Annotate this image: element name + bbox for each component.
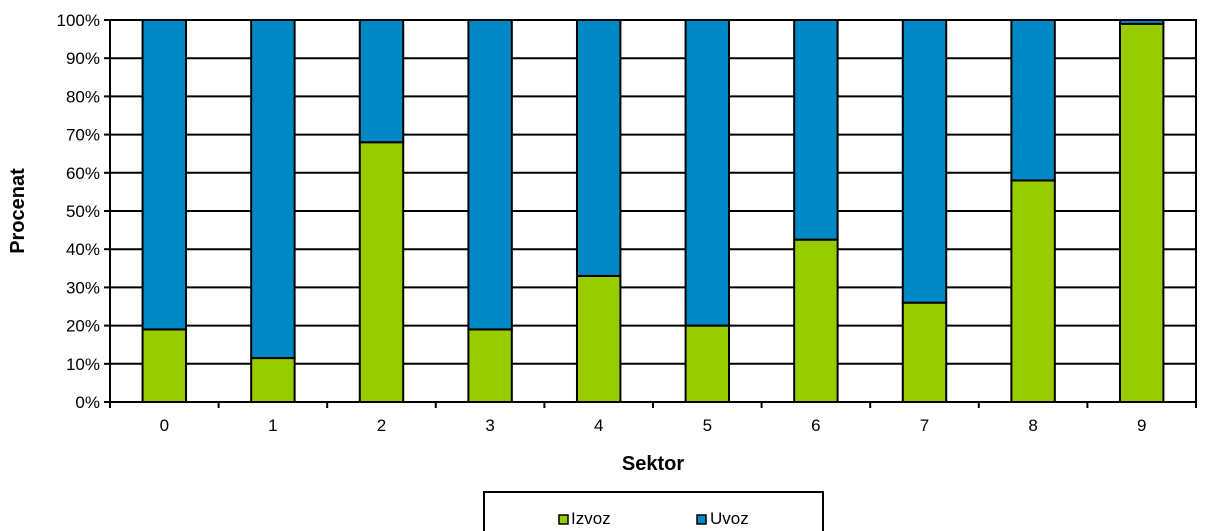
legend-swatch-uvoz	[696, 514, 707, 525]
x-tick-label: 7	[920, 416, 929, 435]
x-tick-label: 3	[485, 416, 494, 435]
y-tick-label: 40%	[66, 240, 100, 259]
x-tick-label: 5	[703, 416, 712, 435]
bar-izvoz-sektor-2	[358, 141, 405, 404]
x-tick-label: 0	[160, 416, 169, 435]
x-axis-title: Sektor	[622, 453, 684, 475]
bar-uvoz-sektor-0	[141, 19, 188, 331]
bar-izvoz-sektor-4	[575, 274, 622, 403]
x-tick-label: 2	[377, 416, 386, 435]
bar-izvoz-sektor-8	[1010, 179, 1056, 403]
bar-uvoz-sektor-4	[575, 19, 622, 277]
x-tick-label: 6	[811, 416, 820, 435]
legend-label-izvoz: Izvoz	[571, 509, 611, 528]
x-tick-label: 4	[594, 416, 603, 435]
bar-izvoz-sektor-7	[901, 301, 948, 403]
legend: Izvoz Uvoz	[483, 491, 824, 531]
bar-uvoz-sektor-2	[358, 19, 405, 144]
bar-uvoz-sektor-3	[467, 19, 513, 331]
y-tick-label: 20%	[66, 317, 100, 336]
y-tick-label: 100%	[57, 11, 100, 30]
bar-izvoz-sektor-3	[467, 328, 513, 404]
x-tick-label: 8	[1028, 416, 1037, 435]
x-axis-ticks: 0 1 2 3 4 5 6 7 8 9	[109, 402, 1197, 435]
bar-uvoz-sektor-5	[684, 19, 731, 327]
bar-izvoz-sektor-1	[250, 357, 296, 404]
legend-frame	[483, 491, 824, 531]
y-tick-label: 80%	[66, 87, 100, 106]
y-axis-title: Procenat	[7, 168, 29, 254]
y-tick-label: 70%	[66, 126, 100, 145]
y-tick-label: 50%	[66, 202, 100, 221]
bar-izvoz-sektor-6	[793, 238, 839, 403]
bar-izvoz-sektor-9	[1118, 22, 1165, 403]
y-axis-ticks: 0% 10% 20% 30% 40% 50% 60% 70% 80% 90% 100%	[57, 11, 110, 412]
bar-uvoz-sektor-1	[250, 19, 296, 360]
x-tick-label: 9	[1137, 416, 1146, 435]
y-tick-label: 0%	[75, 393, 100, 412]
bar-uvoz-sektor-7	[901, 19, 948, 304]
bars	[141, 19, 1165, 404]
bar-izvoz-sektor-0	[141, 328, 188, 404]
y-tick-label: 30%	[66, 278, 100, 297]
y-tick-label: 60%	[66, 164, 100, 183]
legend-label-uvoz: Uvoz	[710, 509, 749, 528]
legend-swatch-izvoz	[558, 514, 569, 525]
bar-uvoz-sektor-6	[793, 19, 839, 241]
y-tick-label: 10%	[66, 355, 100, 374]
y-tick-label: 90%	[66, 49, 100, 68]
bar-izvoz-sektor-5	[684, 324, 731, 404]
x-tick-label: 1	[268, 416, 277, 435]
bar-uvoz-sektor-8	[1010, 19, 1056, 182]
